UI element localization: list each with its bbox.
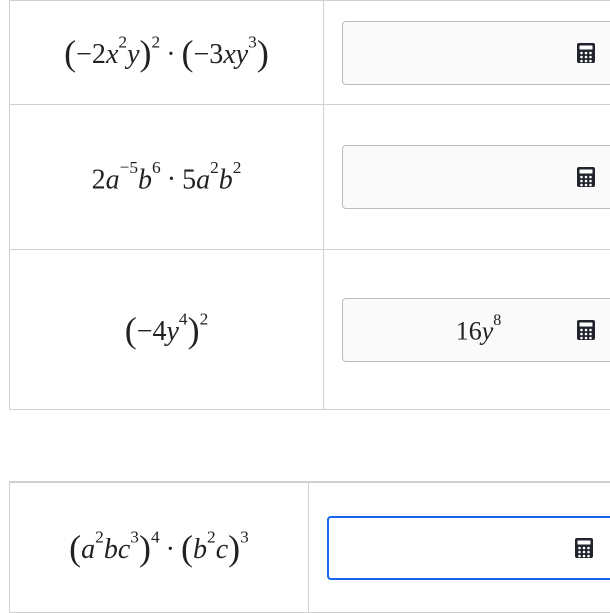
calculator-icon[interactable]	[572, 536, 596, 560]
table-row: (−4y4)2 16y8	[9, 250, 610, 410]
expression-cell: 2a−5b6·5a2b2	[9, 105, 324, 249]
calculator-icon[interactable]	[574, 318, 598, 342]
calculator-icon[interactable]	[574, 41, 598, 65]
calculator-icon[interactable]	[574, 165, 598, 189]
expression-cell: (−2x2y)2·(−3xy3)	[9, 1, 324, 104]
answer-cell	[324, 105, 610, 249]
answer-input[interactable]	[327, 516, 610, 580]
table-row: 2a−5b6·5a2b2	[9, 105, 610, 250]
answer-input[interactable]	[342, 145, 610, 209]
table-row: (−2x2y)2·(−3xy3)	[9, 0, 610, 105]
answer-cell	[309, 483, 610, 612]
expression-cell: (−4y4)2	[9, 250, 324, 409]
answer-input[interactable]	[342, 21, 610, 85]
worksheet-table-1: (−2x2y)2·(−3xy3) 2a−5b6·5a2b2 (−4y4)2 16y…	[9, 0, 610, 410]
worksheet-table-2: (a2bc3)4·(b2c)3	[9, 481, 610, 613]
answer-cell	[324, 1, 610, 104]
table-row: (a2bc3)4·(b2c)3	[9, 482, 610, 613]
answer-cell: 16y8	[324, 250, 610, 409]
math-expression: (a2bc3)4·(b2c)3	[69, 527, 249, 569]
answer-input[interactable]: 16y8	[342, 298, 610, 362]
math-expression: (−2x2y)2·(−3xy3)	[64, 32, 269, 74]
math-expression: 2a−5b6·5a2b2	[92, 158, 242, 197]
expression-cell: (a2bc3)4·(b2c)3	[9, 483, 309, 612]
math-expression: (−4y4)2	[125, 309, 209, 351]
answer-value: 16y8	[456, 312, 502, 347]
